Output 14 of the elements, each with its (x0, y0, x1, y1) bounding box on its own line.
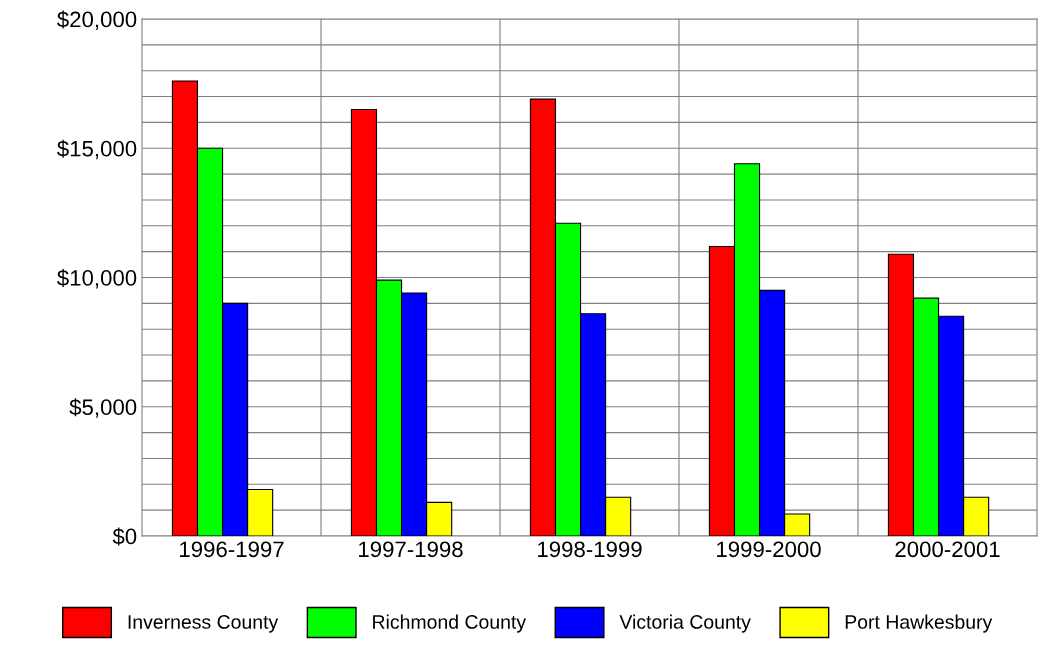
y-tick-label: $20,000 (57, 10, 137, 30)
legend-label: Port Hawkesbury (845, 614, 993, 633)
legend-label: Victoria County (619, 614, 751, 633)
legend-label: Richmond County (373, 614, 527, 633)
x-tick-label: 1997-1998 (359, 541, 463, 558)
legend-label: Inverness County (128, 615, 279, 633)
y-tick-label: $5,000 (69, 398, 137, 418)
y-tick-label: $10,000 (57, 269, 137, 289)
x-tick-label: 2000-2001 (895, 541, 1000, 558)
x-tick-label: 1996-1997 (180, 541, 284, 558)
x-tick-label: 1999-2000 (717, 541, 821, 558)
y-tick-label: $15,000 (57, 139, 137, 160)
y-tick-label: $0 (112, 527, 137, 546)
x-tick-label: 1998-1999 (538, 541, 642, 558)
